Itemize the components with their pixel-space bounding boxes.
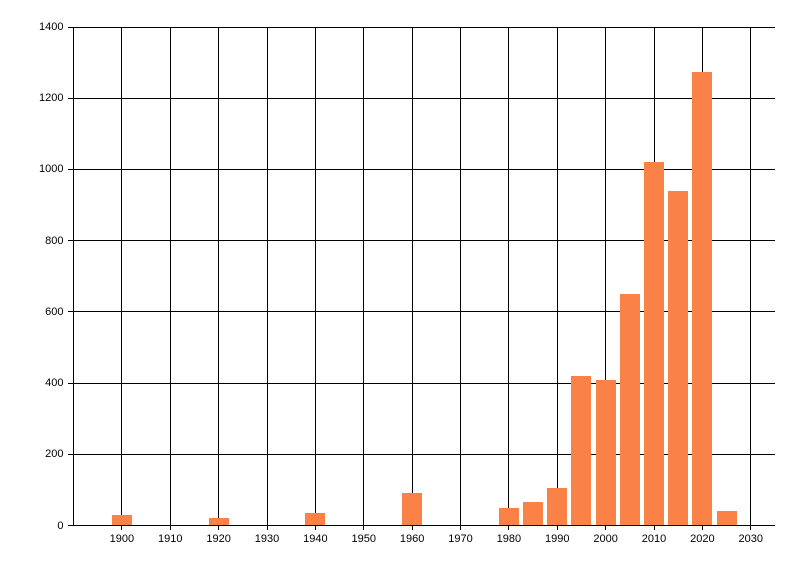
y-tick: [67, 168, 74, 170]
bar-2010: [644, 162, 665, 526]
x-axis-tick-label: 2000: [593, 533, 618, 545]
y-axis-tick-label: 600: [45, 305, 64, 318]
x-gridline: [411, 27, 413, 530]
x-gridline: [460, 27, 462, 530]
y-tick: [67, 26, 74, 28]
y-tick: [67, 382, 74, 384]
bar-1995: [571, 375, 592, 526]
x-gridline: [218, 27, 220, 530]
y-gridline: [73, 382, 775, 384]
bar-1990: [547, 488, 568, 526]
y-axis-tick-label: 1200: [39, 92, 64, 105]
x-gridline: [314, 27, 316, 530]
y-axis-tick-label: 1400: [39, 21, 64, 33]
bar-2020: [692, 71, 713, 526]
x-axis-tick-label: 2030: [738, 533, 764, 545]
x-axis-tick-label: 1930: [254, 533, 280, 545]
y-gridline: [73, 311, 775, 313]
x-axis-tick-label: 1910: [158, 533, 183, 545]
x-gridline: [363, 27, 365, 530]
y-axis-tick-label: 1000: [39, 163, 64, 176]
x-axis-tick-label: 1980: [496, 533, 522, 545]
x-axis-tick-label: 1940: [303, 533, 328, 545]
y-gridline: [73, 525, 775, 526]
bar-1920: [208, 518, 229, 526]
x-gridline: [508, 27, 510, 530]
bar-2025: [716, 511, 737, 526]
y-axis-tick-label: 400: [45, 377, 64, 390]
x-axis-tick-label: 1990: [545, 533, 570, 545]
x-axis-tick-label: 1900: [109, 533, 135, 545]
y-tick: [67, 311, 74, 313]
x-axis-tick-label: 2020: [690, 533, 715, 545]
x-gridline: [605, 27, 607, 530]
bar-1960: [402, 493, 423, 526]
x-gridline: [266, 27, 268, 530]
x-axis-tick-label: 1970: [448, 533, 473, 545]
y-gridline: [73, 26, 775, 28]
y-axis-tick-label: 200: [45, 448, 64, 461]
y-tick: [67, 525, 74, 526]
bar-2005: [619, 294, 640, 526]
x-gridline: [121, 27, 123, 530]
y-axis-line: [73, 27, 74, 526]
x-gridline: [750, 27, 752, 530]
y-tick: [67, 453, 74, 455]
x-gridline: [169, 27, 171, 530]
y-axis-tick-label: 0: [57, 519, 64, 532]
y-axis-tick-label: 800: [45, 234, 64, 247]
y-gridline: [73, 168, 775, 170]
y-tick: [67, 97, 74, 99]
y-tick: [67, 240, 74, 242]
bar-1940: [305, 513, 326, 526]
x-gridline: [556, 27, 558, 530]
x-axis-tick-label: 1920: [206, 533, 231, 545]
bar-1900: [111, 514, 132, 526]
y-gridline: [73, 453, 775, 455]
bar-1985: [523, 502, 544, 526]
x-axis-tick-label: 2010: [641, 533, 667, 545]
x-axis-tick-label: 1960: [399, 533, 425, 545]
bar-2000: [595, 379, 616, 526]
bar-2015: [668, 190, 689, 526]
x-axis-tick-label: 1950: [351, 533, 376, 545]
y-gridline: [73, 240, 775, 242]
y-gridline: [73, 97, 775, 99]
bar-1980: [498, 507, 519, 526]
